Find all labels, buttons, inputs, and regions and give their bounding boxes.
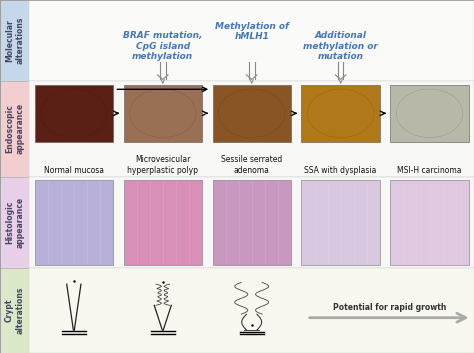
Text: Microvesicular
hyperplastic polyp: Microvesicular hyperplastic polyp [128, 155, 198, 175]
FancyBboxPatch shape [301, 180, 380, 265]
FancyBboxPatch shape [35, 85, 113, 142]
Text: Sessile serrated
adenoma: Sessile serrated adenoma [221, 155, 283, 175]
FancyBboxPatch shape [391, 180, 469, 265]
FancyBboxPatch shape [29, 176, 474, 268]
FancyBboxPatch shape [29, 0, 474, 81]
Text: Endoscopic
appearance: Endoscopic appearance [5, 103, 24, 154]
Text: Crypt
alterations: Crypt alterations [5, 287, 24, 334]
FancyBboxPatch shape [124, 180, 202, 265]
FancyBboxPatch shape [212, 180, 291, 265]
Text: BRAF mutation,
CpG island
methylation: BRAF mutation, CpG island methylation [123, 31, 202, 61]
FancyBboxPatch shape [29, 268, 474, 353]
FancyBboxPatch shape [0, 268, 29, 353]
Text: SSA with dysplasia: SSA with dysplasia [304, 166, 377, 175]
Text: Additional
methylation or
mutation: Additional methylation or mutation [303, 31, 378, 61]
FancyBboxPatch shape [0, 176, 29, 268]
FancyBboxPatch shape [0, 0, 29, 81]
FancyBboxPatch shape [35, 180, 113, 265]
FancyBboxPatch shape [212, 85, 291, 142]
Text: Methylation of
hMLH1: Methylation of hMLH1 [215, 22, 289, 41]
Text: MSI-H carcinoma: MSI-H carcinoma [397, 166, 462, 175]
Text: Normal mucosa: Normal mucosa [44, 166, 104, 175]
FancyBboxPatch shape [29, 81, 474, 176]
Text: Potential for rapid growth: Potential for rapid growth [333, 303, 446, 312]
FancyBboxPatch shape [0, 81, 29, 176]
Text: Histologic
appearance: Histologic appearance [5, 197, 24, 248]
Text: Molecular
alterations: Molecular alterations [5, 17, 24, 64]
FancyBboxPatch shape [391, 85, 469, 142]
FancyBboxPatch shape [124, 85, 202, 142]
FancyBboxPatch shape [301, 85, 380, 142]
